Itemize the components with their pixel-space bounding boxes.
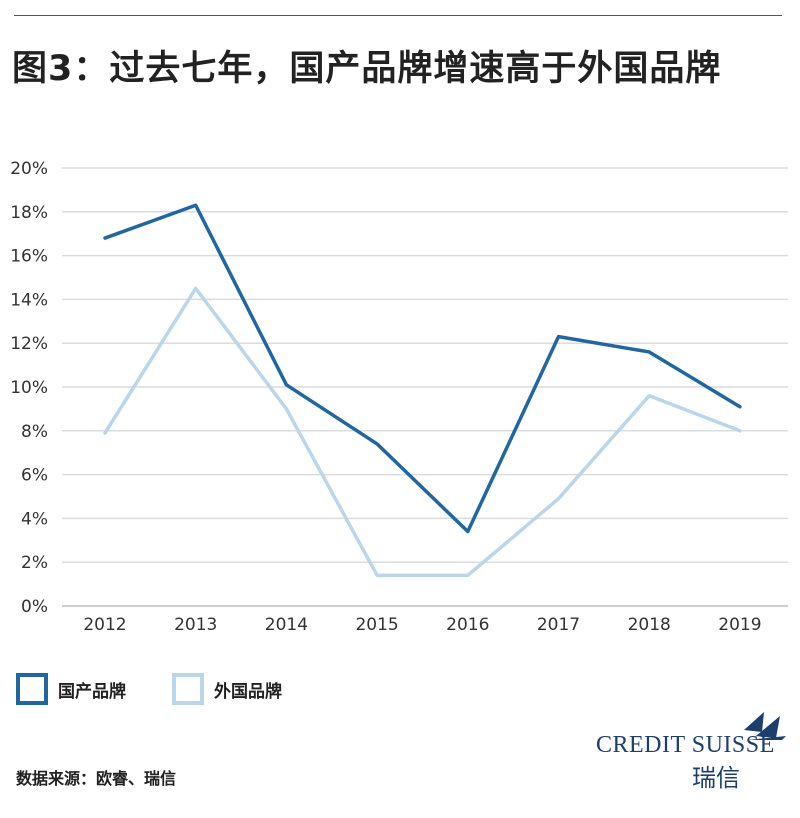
y-tick-label: 8% xyxy=(21,422,48,442)
x-tick-label: 2014 xyxy=(265,615,308,635)
y-tick-label: 4% xyxy=(21,509,48,529)
source-note: 数据来源：欧睿、瑞信 xyxy=(16,769,177,788)
y-tick-label: 18% xyxy=(10,203,48,223)
top-rule xyxy=(14,15,782,16)
sails-icon xyxy=(744,712,786,740)
x-tick-label: 2019 xyxy=(718,615,761,635)
series-line-domestic xyxy=(103,203,742,534)
legend-item-domestic: 国产品牌 xyxy=(16,670,126,708)
legend-swatch-domestic xyxy=(16,673,48,705)
x-tick-label: 2017 xyxy=(537,615,580,635)
x-tick-label: 2018 xyxy=(628,615,671,635)
x-tick-label: 2015 xyxy=(355,615,398,635)
legend-label-foreign: 外国品牌 xyxy=(214,681,282,702)
legend-label-domestic: 国产品牌 xyxy=(58,681,126,702)
y-tick-label: 16% xyxy=(10,247,48,267)
logo-name-cn: 瑞信 xyxy=(692,764,740,792)
x-tick-label: 2012 xyxy=(83,615,126,635)
x-tick-label: 2013 xyxy=(174,615,217,635)
y-tick-label: 20% xyxy=(10,159,48,179)
logo-name: CREDIT SUISSE xyxy=(596,732,775,758)
y-tick-label: 2% xyxy=(21,553,48,573)
x-tick-label: 2016 xyxy=(446,615,489,635)
y-tick-label: 0% xyxy=(21,597,48,617)
line-chart: 0% 2% 4% 6% 8% 10% 12% 14% 16% 18% 20% 2012 2013 2014… xyxy=(10,159,788,635)
y-tick-label: 10% xyxy=(10,378,48,398)
credit-suisse-logo: CREDIT SUISSE 瑞信 xyxy=(594,710,794,792)
series-line-foreign xyxy=(103,286,742,578)
y-tick-label: 6% xyxy=(21,466,48,486)
legend-swatch-foreign xyxy=(172,673,204,705)
legend-item-foreign: 外国品牌 xyxy=(172,670,282,708)
y-tick-label: 12% xyxy=(10,334,48,354)
y-tick-label: 14% xyxy=(10,290,48,310)
chart-title: 图3：过去七年，国产品牌增速高于外国品牌 xyxy=(12,49,722,89)
